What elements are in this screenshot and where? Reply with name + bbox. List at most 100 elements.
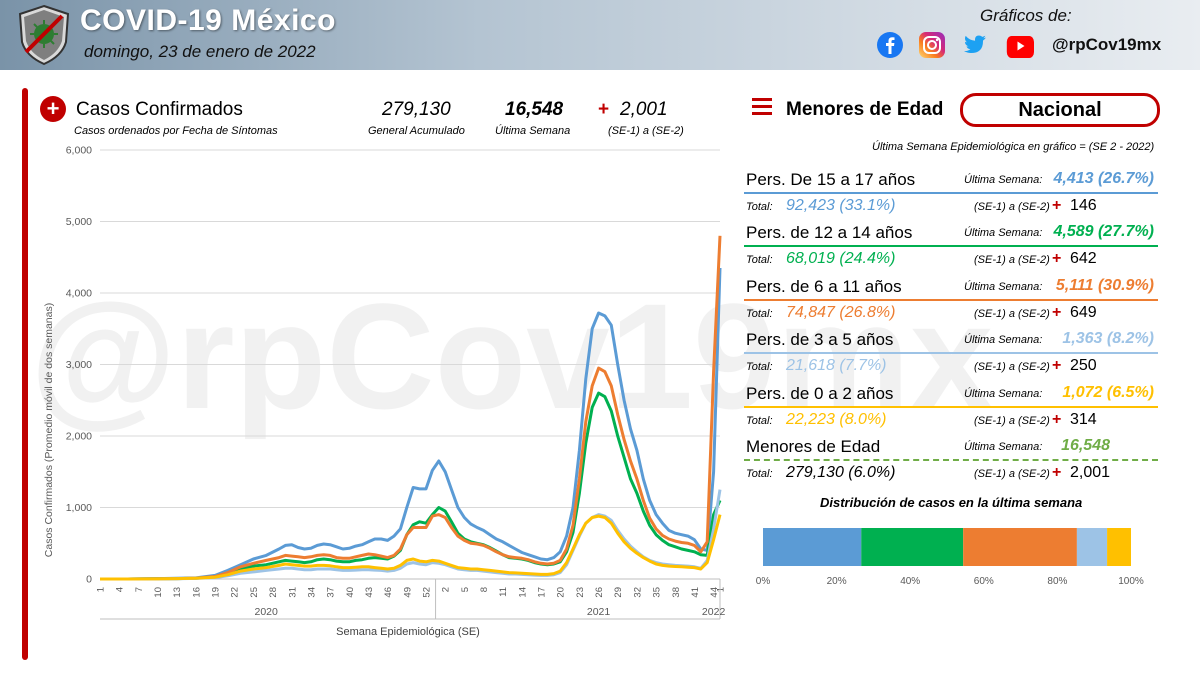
year-label: 2022 (702, 606, 726, 618)
chart-subtitle: Casos ordenados por Fecha de Síntomas (74, 125, 278, 137)
y-tick-label: 4,000 (66, 288, 92, 300)
distribution-tick-label: 60% (974, 576, 994, 587)
y-tick-label: 5,000 (66, 216, 92, 228)
series-line (100, 514, 722, 581)
x-tick-label: 20 (556, 587, 567, 598)
x-tick-label: 25 (249, 587, 260, 598)
total-value: 92,423 (33.1%) (786, 197, 896, 214)
group-name: Menores de Edad (746, 437, 881, 456)
se-label: (SE-1) a (SE-2) (974, 254, 1050, 266)
last-week-label: Última Semana: (964, 441, 1043, 453)
last-week-value: 1,363 (8.2%) (1062, 330, 1154, 347)
chart-title: Casos Confirmados (76, 99, 243, 120)
group-name: Pers. de 3 a 5 años (746, 330, 894, 349)
last-week-label: Última Semana: (964, 227, 1043, 239)
series-line (100, 391, 722, 581)
x-tick-label: 49 (402, 587, 413, 598)
last-week-value: 4,589 (27.7%) (1053, 223, 1154, 240)
scope-button[interactable]: Nacional (960, 93, 1160, 127)
diff-plus: + (1052, 357, 1062, 374)
distribution-segment (1107, 528, 1131, 566)
group-rule (744, 406, 1158, 408)
distribution-segment (763, 528, 862, 566)
total-value: 68,019 (24.4%) (786, 250, 896, 267)
x-tick-label: 38 (671, 587, 682, 598)
x-tick-label: 34 (306, 587, 317, 598)
panel-note: Última Semana Epidemiológica en gráfico … (872, 141, 1155, 153)
x-tick-label: 31 (287, 587, 298, 598)
distribution-segment (861, 528, 964, 566)
x-tick-label: 47 (728, 587, 730, 598)
diff-value: 2,001 (1070, 464, 1111, 481)
x-tick-label: 17 (537, 587, 548, 598)
x-tick-label: 35 (652, 587, 663, 598)
total-label: Total: (746, 254, 773, 266)
se-label: (SE-1) a (SE-2) (974, 361, 1050, 373)
x-tick-label: 46 (383, 587, 394, 598)
instagram-icon[interactable] (918, 31, 946, 59)
week-value: 16,548 (505, 99, 564, 120)
y-axis-label: Casos Confirmados (Promedio móvil de dos… (43, 303, 55, 557)
x-tick-label: 5 (460, 587, 471, 592)
last-week-value: 5,111 (30.9%) (1055, 277, 1154, 294)
distribution-segment (1076, 528, 1108, 566)
distribution-title: Distribución de casos en la última seman… (820, 495, 1083, 510)
total-label: Total: (746, 361, 773, 373)
x-tick-label: 10 (153, 587, 164, 598)
diff-value: 146 (1070, 197, 1097, 214)
youtube-icon[interactable] (1002, 31, 1038, 59)
group-rule (744, 299, 1158, 301)
cumulative-label: General Acumulado (368, 125, 465, 137)
last-week-value: 4,413 (26.7%) (1053, 170, 1154, 187)
x-tick-label: 41 (690, 587, 701, 598)
group-name: Pers. De 15 a 17 años (746, 170, 916, 189)
total-label: Total: (746, 201, 773, 213)
accent-bar (22, 88, 28, 660)
x-tick-label: 44 (709, 587, 720, 598)
x-tick-label: 8 (479, 587, 490, 592)
x-tick-label: 4 (115, 587, 126, 592)
age-group-row: Menores de Edad Última Semana: 16,548 To… (744, 437, 1158, 489)
facebook-icon[interactable] (876, 31, 904, 59)
diff-plus: + (598, 99, 610, 120)
menu-icon[interactable] (752, 98, 772, 118)
distribution-tick-label: 20% (827, 576, 847, 587)
x-tick-label: 40 (345, 587, 356, 598)
age-group-row: Pers. de 0 a 2 años Última Semana: 1,072… (744, 384, 1158, 436)
age-group-row: Pers. De 15 a 17 años Última Semana: 4,4… (744, 170, 1158, 222)
x-axis: 1 4 7 10 13 16 19 22 25 28 31 34 37 40 43 46 49 52 2 5 8 11 14… (96, 578, 730, 620)
distribution-segment (963, 528, 1077, 566)
distribution-tick-label: 80% (1047, 576, 1067, 587)
x-tick-label: 26 (594, 587, 605, 598)
report-date: domingo, 23 de enero de 2022 (84, 42, 316, 61)
last-week-value: 16,548 (1061, 437, 1110, 454)
x-tick-label: 14 (517, 587, 528, 598)
twitter-icon[interactable] (960, 31, 988, 59)
x-tick-label: 37 (326, 587, 337, 598)
x-tick-label: 29 (613, 587, 624, 598)
series-line (100, 267, 722, 581)
y-axis: 0 1,000 2,000 3,000 4,000 5,000 6,000 (66, 145, 92, 586)
y-tick-label: 1,000 (66, 502, 92, 514)
x-tick-label: 16 (191, 587, 202, 598)
x-tick-label: 19 (211, 587, 222, 598)
last-week-label: Última Semana: (964, 174, 1043, 186)
group-name: Pers. de 0 a 2 años (746, 384, 894, 403)
total-value: 279,130 (6.0%) (786, 464, 896, 481)
series-line (100, 235, 722, 581)
total-value: 74,847 (26.8%) (786, 304, 896, 321)
diff-value: 250 (1070, 357, 1097, 374)
x-tick-label: 28 (268, 587, 279, 598)
plus-circle-icon: + (40, 96, 66, 122)
diff-value: 314 (1070, 411, 1097, 428)
cumulative-value: 279,130 (382, 99, 451, 120)
diff-value: 642 (1070, 250, 1097, 267)
chart-grid (100, 149, 720, 580)
group-rule (744, 352, 1158, 354)
year-label: 2021 (587, 606, 611, 618)
diff-label: (SE-1) a (SE-2) (608, 125, 684, 137)
social-handle[interactable]: @rpCov19mx (1052, 35, 1162, 54)
social-links: @rpCov19mx (876, 30, 1161, 60)
